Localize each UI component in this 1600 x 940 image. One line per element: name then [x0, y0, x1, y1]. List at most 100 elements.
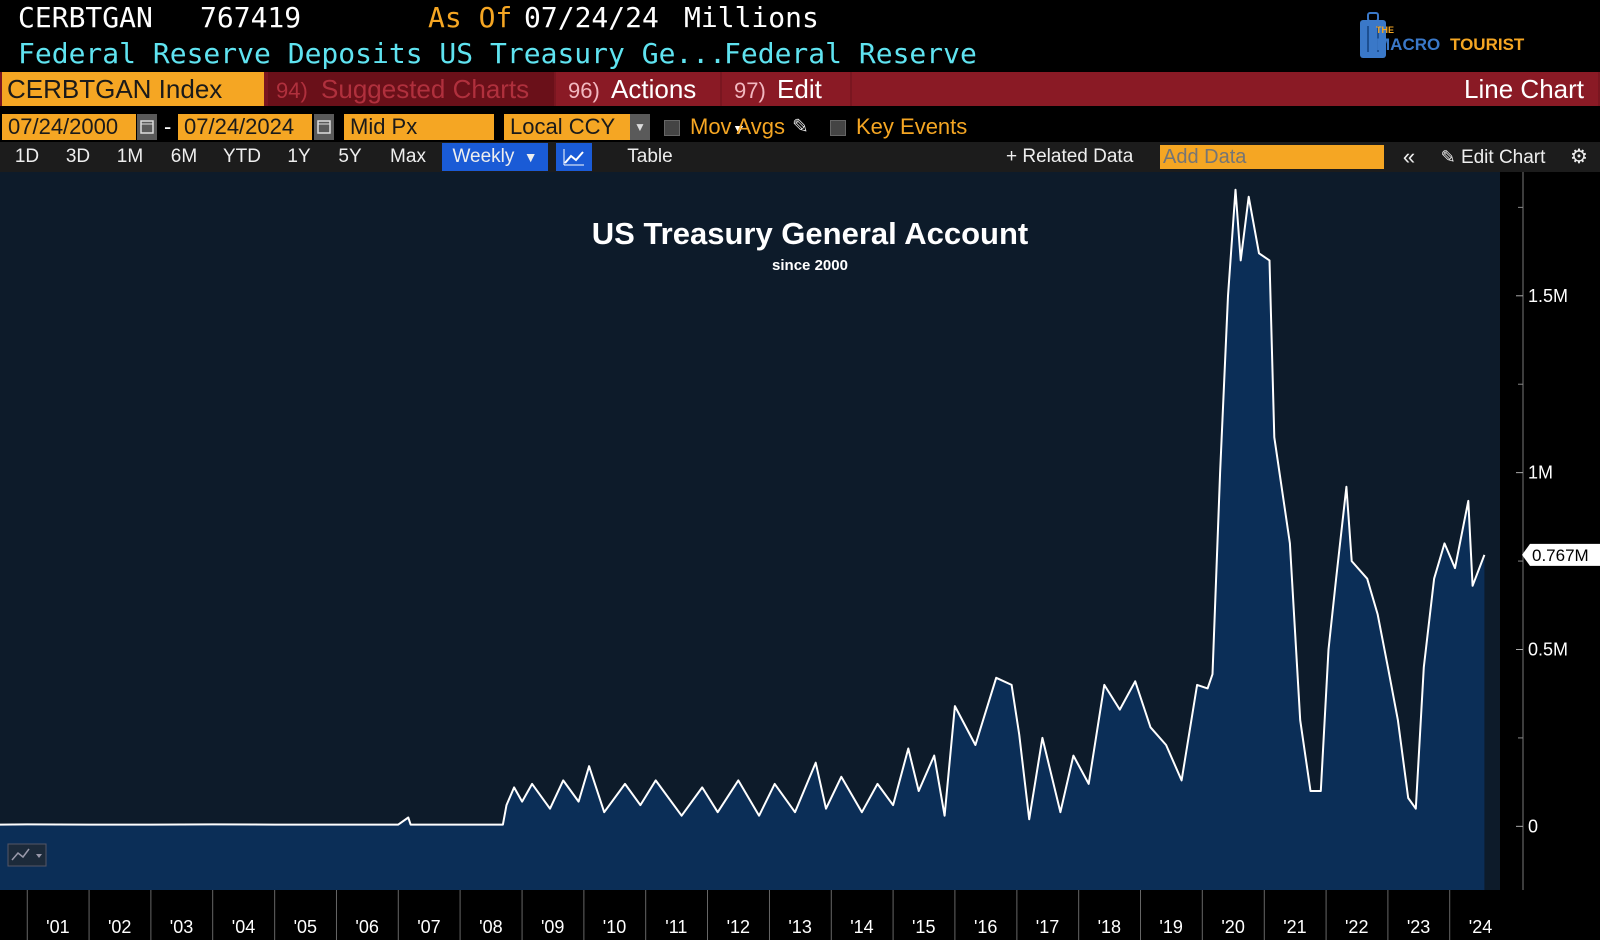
x-tick-label-13: '14: [850, 917, 873, 937]
as-of-date: 07/24/24: [524, 1, 659, 34]
header-row-1: CERBTGAN 767419 As Of 07/24/24 Millions: [0, 0, 1600, 36]
chevron-down-icon: [36, 854, 42, 858]
x-tick-label-5: '06: [355, 917, 378, 937]
frequency-dropdown[interactable]: Weekly ▼: [442, 143, 548, 171]
units-label: Millions: [684, 1, 819, 34]
chart-area: 0 0.5M 1M 1.5M 0.767M '01 '02 '03 '04 '05 '06 '07 '0…: [0, 172, 1600, 940]
logo-macro: MACRO: [1376, 35, 1441, 54]
pencil-icon[interactable]: ✎: [792, 116, 809, 138]
logo-the: THE: [1376, 25, 1394, 35]
last-value-marker: 0.767M: [1522, 543, 1600, 566]
pencil-icon: ✎: [1440, 147, 1456, 167]
chart-style-button: [7, 843, 47, 867]
macro-tourist-logo: THE MACRO TOURIST: [1360, 10, 1590, 64]
as-of-label: As Of: [428, 1, 513, 34]
price-field-text: Mid Px: [350, 114, 418, 139]
security-field-text: CERBTGAN Index: [7, 74, 223, 104]
x-tick-label-0: '01: [46, 917, 69, 937]
x-axis-panel: [0, 890, 1600, 940]
x-tick-label-7: '08: [479, 917, 502, 937]
range-1d-button[interactable]: 1D: [14, 146, 40, 167]
calendar-icon[interactable]: [314, 114, 334, 140]
mini-chart-icon: [11, 848, 30, 861]
logo-tourist: TOURIST: [1450, 35, 1525, 54]
x-tick-label-1: '02: [108, 917, 131, 937]
mov-avgs-label: Mov Avgs: [690, 114, 785, 139]
end-date-text: 07/24/2024: [184, 114, 295, 139]
end-date-input[interactable]: 07/24/2024: [178, 114, 312, 140]
x-tick-label-19: '20: [1221, 917, 1244, 937]
start-date-input[interactable]: 07/24/2000: [2, 114, 136, 140]
suitcase-icon: [1360, 12, 1386, 58]
series-line: [0, 188, 1486, 826]
chevron-down-icon[interactable]: ▼: [630, 114, 650, 140]
chart-type-label: Line Chart: [852, 72, 1598, 106]
last-value-label: 0.767M: [1532, 546, 1589, 565]
range-6m-button[interactable]: 6M: [170, 146, 198, 167]
key-events-label: Key Events: [856, 114, 968, 139]
x-tick-label-11: '12: [727, 917, 750, 937]
x-tick-label-2: '03: [170, 917, 193, 937]
frequency-text: Weekly: [452, 146, 515, 167]
data-source: Federal Reserve: [724, 37, 977, 70]
x-tick-label-20: '21: [1283, 917, 1306, 937]
range-max-button[interactable]: Max: [390, 146, 426, 167]
ticker: CERBTGAN: [18, 1, 153, 34]
range-1y-button[interactable]: 1Y: [287, 146, 311, 167]
edit-num: 97): [734, 78, 766, 103]
function-toolbar: CERBTGAN Index 94) Suggested Charts ▼ 96…: [0, 72, 1600, 137]
x-tick-label-15: '16: [974, 917, 997, 937]
series-area: [0, 189, 1485, 890]
y-tick-label-1: 0.5M: [1528, 639, 1568, 659]
edit-label: Edit: [777, 74, 822, 104]
currency-select[interactable]: Local CCY: [504, 114, 630, 140]
x-tick-label-6: '07: [417, 917, 440, 937]
x-tick-label-10: '11: [665, 917, 687, 937]
suggested-charts-menu[interactable]: 94) Suggested Charts ▼: [268, 72, 554, 137]
range-1m-button[interactable]: 1M: [116, 146, 144, 167]
range-ytd-button[interactable]: YTD: [223, 146, 261, 167]
x-tick-label-17: '18: [1098, 917, 1121, 937]
y-tick-label-0: 0: [1528, 816, 1538, 836]
start-date-text: 07/24/2000: [8, 114, 119, 139]
related-data-button[interactable]: + Related Data: [1006, 146, 1134, 167]
range-toolbar: 1D 3D 1M 6M YTD 1Y 5Y Max Weekly ▼ Table…: [0, 142, 1600, 172]
chart-title: US Treasury General Account: [592, 216, 1028, 251]
key-events-checkbox[interactable]: [830, 120, 846, 136]
x-tick-label-23: '24: [1469, 917, 1492, 937]
gear-icon[interactable]: ⚙: [1570, 146, 1588, 168]
header-row-2: Federal Reserve Deposits US Treasury Ge.…: [0, 36, 1600, 72]
x-tick-label-12: '13: [788, 917, 811, 937]
chart-style-widget: [7, 843, 47, 867]
range-5y-button[interactable]: 5Y: [338, 146, 362, 167]
y-tick-label-2: 1M: [1528, 463, 1553, 483]
x-tick-label-18: '19: [1159, 917, 1182, 937]
calendar-icon[interactable]: [137, 114, 157, 140]
x-tick-label-9: '10: [603, 917, 626, 937]
mov-avgs-checkbox[interactable]: [664, 120, 680, 136]
range-3d-button[interactable]: 3D: [65, 146, 91, 167]
suggested-label: Suggested Charts: [321, 74, 530, 104]
security-description: Federal Reserve Deposits US Treasury Ge.…: [18, 37, 727, 70]
chevron-down-icon: ▼: [523, 149, 538, 165]
chart-type-text: Line Chart: [1464, 74, 1584, 104]
add-data-input[interactable]: [1160, 145, 1384, 169]
last-value: 767419: [200, 1, 302, 34]
x-tick-label-4: '05: [294, 917, 317, 937]
edit-chart-button[interactable]: ✎ Edit Chart: [1428, 143, 1558, 171]
table-button[interactable]: Table: [627, 146, 673, 167]
collapse-icon[interactable]: «: [1402, 144, 1416, 169]
actions-menu[interactable]: 96) Actions ▼: [556, 72, 720, 137]
actions-label: Actions: [611, 74, 697, 104]
x-tick-label-22: '23: [1407, 917, 1430, 937]
x-tick-label-3: '04: [232, 917, 255, 937]
line-chart-icon[interactable]: [556, 143, 592, 171]
edit-menu[interactable]: 97) Edit ▼: [722, 72, 850, 137]
currency-text: Local CCY: [510, 114, 616, 139]
price-field-select[interactable]: Mid Px: [344, 114, 494, 140]
x-tick-label-16: '17: [1036, 917, 1059, 937]
y-tick-label-3: 1.5M: [1528, 286, 1568, 306]
chevron-down-icon: ▼: [732, 121, 746, 137]
security-field[interactable]: CERBTGAN Index: [2, 72, 264, 106]
suggested-num: 94): [276, 78, 308, 103]
